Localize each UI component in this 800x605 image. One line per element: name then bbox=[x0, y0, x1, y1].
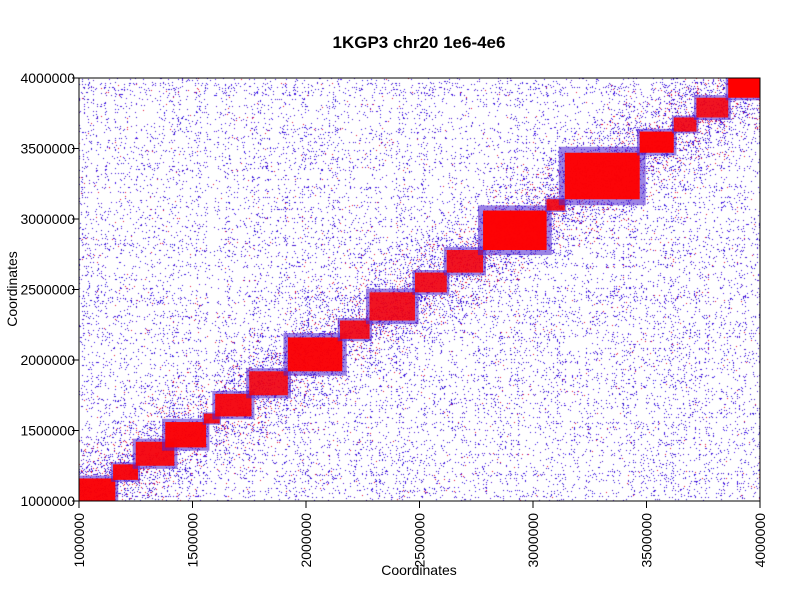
chart-title: 1KGP3 chr20 1e6-4e6 bbox=[333, 33, 506, 52]
tad-block bbox=[203, 413, 220, 424]
x-axis: 1000000 1500000 2000000 2500000 3000000 35000… bbox=[71, 501, 768, 568]
y-tick-label: 1000000 bbox=[20, 493, 75, 509]
x-tick-label: 3500000 bbox=[639, 513, 655, 568]
tad-block bbox=[546, 199, 565, 211]
tad-block bbox=[446, 250, 484, 273]
tad-block bbox=[673, 117, 697, 132]
y-tick-label: 2500000 bbox=[20, 282, 75, 298]
tad-block bbox=[696, 97, 729, 118]
x-tick-label: 4000000 bbox=[752, 513, 768, 568]
x-tick-label: 1000000 bbox=[71, 513, 87, 568]
x-tick-label: 2000000 bbox=[298, 513, 314, 568]
tad-block bbox=[639, 131, 674, 153]
tad-block bbox=[340, 320, 370, 339]
x-tick-label: 2500000 bbox=[412, 513, 428, 568]
tad-block bbox=[369, 292, 415, 321]
tad-block bbox=[113, 464, 139, 480]
tad-block bbox=[414, 272, 447, 293]
heatmap-plot-area bbox=[79, 78, 760, 501]
tad-block bbox=[483, 210, 547, 251]
y-tick-label: 3000000 bbox=[20, 211, 75, 227]
x-tick-label: 3000000 bbox=[525, 513, 541, 568]
y-tick-label: 1500000 bbox=[20, 423, 75, 439]
y-tick-label: 2000000 bbox=[20, 352, 75, 368]
y-tick-label: 3500000 bbox=[20, 141, 75, 157]
tad-block bbox=[79, 478, 116, 501]
y-axis-label: Coordinates bbox=[4, 251, 20, 327]
x-axis-label: Coordinates bbox=[381, 562, 457, 578]
y-axis: 1000000 1500000 2000000 2500000 3000000 35000… bbox=[20, 70, 79, 509]
tad-block bbox=[165, 422, 207, 448]
tad-block bbox=[728, 78, 760, 98]
y-tick-label: 4000000 bbox=[20, 70, 75, 86]
x-tick-label: 1500000 bbox=[185, 513, 201, 568]
tad-block bbox=[215, 393, 252, 417]
tad-block bbox=[564, 152, 640, 200]
tad-block bbox=[287, 337, 343, 372]
tad-block bbox=[249, 371, 288, 396]
